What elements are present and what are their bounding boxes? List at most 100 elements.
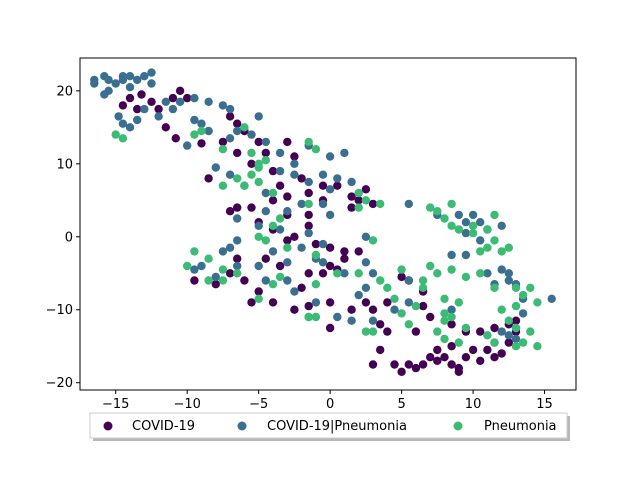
legend-label: Pneumonia bbox=[484, 419, 557, 434]
data-point bbox=[354, 203, 363, 212]
data-point bbox=[547, 294, 556, 303]
data-point bbox=[354, 269, 363, 278]
y-tick-label: 20 bbox=[56, 84, 73, 99]
data-point bbox=[233, 236, 242, 245]
data-point bbox=[325, 185, 335, 194]
data-point bbox=[114, 112, 123, 121]
data-point bbox=[461, 228, 471, 238]
data-point bbox=[290, 305, 299, 314]
data-point bbox=[426, 312, 435, 322]
data-point bbox=[340, 254, 349, 263]
data-point bbox=[283, 258, 292, 267]
data-point bbox=[254, 261, 263, 271]
data-point bbox=[361, 196, 371, 205]
data-point bbox=[347, 203, 356, 212]
data-point bbox=[240, 181, 249, 190]
legend-marker bbox=[103, 421, 113, 431]
x-axis: −15 −10 −5 0 5 10 15 bbox=[102, 390, 553, 412]
data-point bbox=[111, 79, 120, 88]
data-point bbox=[325, 298, 335, 307]
data-point bbox=[311, 250, 321, 260]
data-point bbox=[225, 104, 235, 114]
data-point bbox=[218, 181, 228, 190]
data-point bbox=[118, 119, 128, 128]
data-point bbox=[133, 115, 142, 125]
data-point bbox=[261, 236, 270, 245]
data-point bbox=[211, 163, 220, 172]
series-2 bbox=[111, 123, 542, 351]
data-point bbox=[361, 298, 371, 307]
data-point bbox=[175, 97, 185, 107]
data-point bbox=[147, 68, 156, 77]
data-point bbox=[411, 327, 421, 336]
data-point bbox=[511, 283, 521, 292]
y-tick-label: 0 bbox=[65, 230, 73, 245]
data-point bbox=[504, 243, 513, 252]
data-point bbox=[490, 210, 499, 220]
series-1 bbox=[90, 68, 556, 347]
data-point bbox=[225, 112, 235, 121]
data-point bbox=[275, 225, 285, 234]
data-point bbox=[133, 75, 142, 85]
data-point bbox=[261, 188, 270, 198]
data-point bbox=[504, 338, 513, 347]
data-point bbox=[504, 276, 513, 285]
data-point bbox=[447, 221, 456, 230]
data-point bbox=[440, 316, 449, 325]
data-point bbox=[233, 119, 242, 128]
data-point bbox=[461, 353, 471, 362]
data-point bbox=[225, 134, 235, 143]
legend-label: COVID-19 bbox=[132, 419, 195, 434]
data-point bbox=[204, 254, 213, 263]
legend-box bbox=[89, 412, 568, 439]
data-point bbox=[433, 269, 442, 278]
data-point bbox=[497, 247, 506, 256]
data-point bbox=[233, 148, 242, 158]
data-point bbox=[311, 280, 321, 289]
data-point bbox=[197, 261, 206, 271]
data-point bbox=[347, 316, 356, 325]
data-point bbox=[511, 301, 521, 311]
data-point bbox=[383, 327, 392, 336]
data-point bbox=[304, 221, 313, 230]
data-point bbox=[347, 177, 356, 187]
data-point bbox=[233, 214, 242, 223]
data-point bbox=[390, 360, 399, 369]
data-point bbox=[504, 316, 513, 325]
data-point bbox=[304, 301, 313, 311]
data-point bbox=[247, 130, 256, 139]
data-point bbox=[283, 236, 292, 245]
data-point bbox=[325, 243, 335, 252]
data-point bbox=[483, 225, 492, 234]
data-point bbox=[411, 363, 421, 373]
data-point bbox=[325, 152, 335, 161]
data-point bbox=[254, 294, 263, 303]
data-point bbox=[361, 327, 371, 336]
data-point bbox=[354, 196, 363, 205]
data-point bbox=[461, 218, 471, 227]
data-point bbox=[447, 342, 456, 351]
data-point bbox=[268, 221, 278, 230]
data-point bbox=[376, 345, 385, 355]
data-point bbox=[240, 276, 249, 285]
data-point bbox=[476, 236, 485, 245]
data-point bbox=[333, 312, 342, 322]
data-point bbox=[354, 247, 363, 256]
data-point bbox=[118, 101, 128, 110]
data-point bbox=[325, 261, 335, 271]
data-point bbox=[261, 276, 270, 285]
data-point bbox=[468, 221, 478, 230]
data-point bbox=[290, 232, 299, 241]
data-point bbox=[147, 79, 156, 88]
data-point bbox=[190, 265, 199, 274]
x-tick-label: −10 bbox=[173, 397, 200, 412]
data-point bbox=[468, 228, 478, 238]
data-point bbox=[254, 177, 263, 187]
data-point bbox=[218, 247, 228, 256]
data-point bbox=[111, 130, 120, 139]
data-point bbox=[297, 283, 306, 292]
data-point bbox=[190, 130, 199, 139]
data-point bbox=[218, 265, 228, 274]
data-point bbox=[368, 327, 378, 336]
data-point bbox=[225, 269, 235, 278]
